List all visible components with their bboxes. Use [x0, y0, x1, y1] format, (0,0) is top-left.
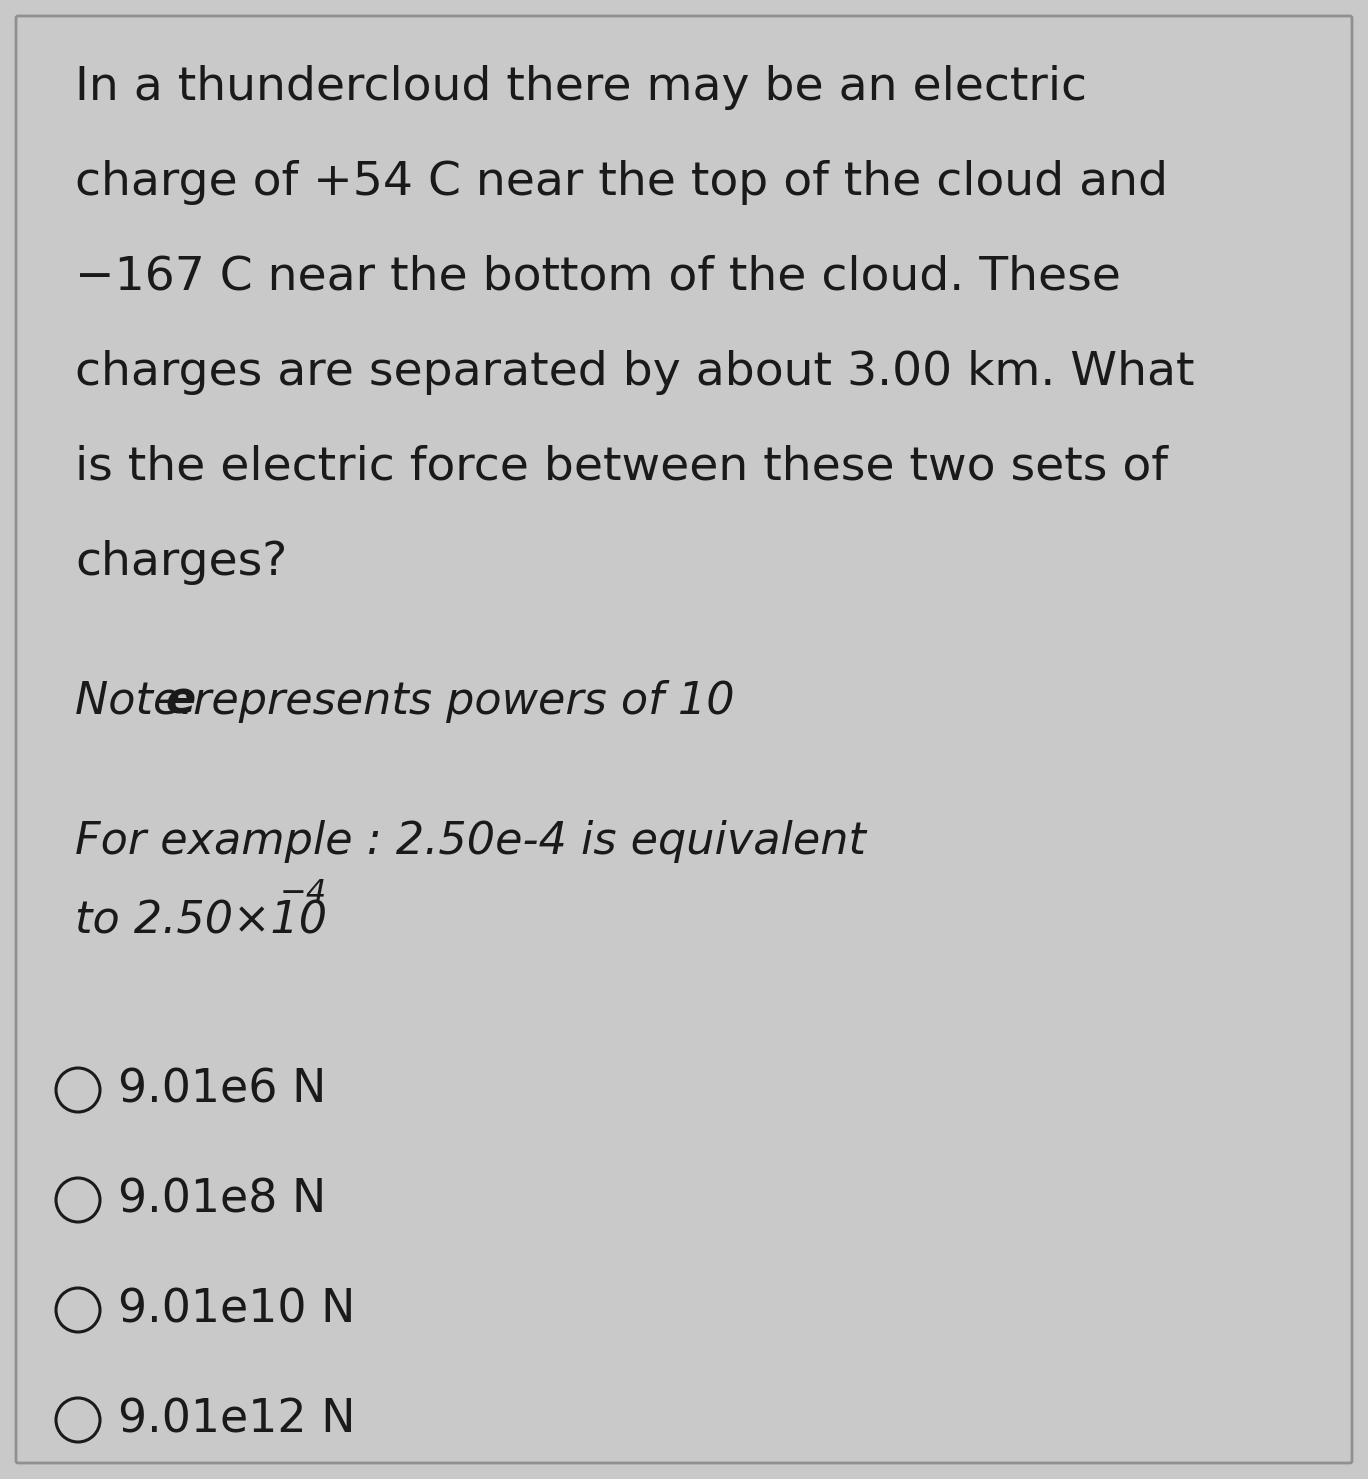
Text: 9.01e8 N: 9.01e8 N: [118, 1177, 326, 1223]
Text: charge of +54 C near the top of the cloud and: charge of +54 C near the top of the clou…: [75, 160, 1168, 206]
Text: charges?: charges?: [75, 540, 287, 586]
Text: For example : 2.50e-4 is equivalent: For example : 2.50e-4 is equivalent: [75, 819, 866, 864]
Text: Note:: Note:: [75, 680, 209, 723]
Text: In a thundercloud there may be an electric: In a thundercloud there may be an electr…: [75, 65, 1088, 109]
Text: −4: −4: [280, 879, 327, 910]
Text: −167 C near the bottom of the cloud. These: −167 C near the bottom of the cloud. The…: [75, 254, 1120, 300]
Text: to 2.50×10: to 2.50×10: [75, 901, 327, 944]
Text: 9.01e10 N: 9.01e10 N: [118, 1288, 356, 1333]
Text: 9.01e12 N: 9.01e12 N: [118, 1398, 356, 1442]
Text: represents powers of 10: represents powers of 10: [179, 680, 735, 723]
Text: e: e: [166, 680, 196, 723]
FancyBboxPatch shape: [16, 16, 1352, 1463]
Text: is the electric force between these two sets of: is the electric force between these two …: [75, 445, 1168, 490]
Text: 9.01e6 N: 9.01e6 N: [118, 1068, 327, 1112]
Text: charges are separated by about 3.00 km. What: charges are separated by about 3.00 km. …: [75, 351, 1194, 395]
